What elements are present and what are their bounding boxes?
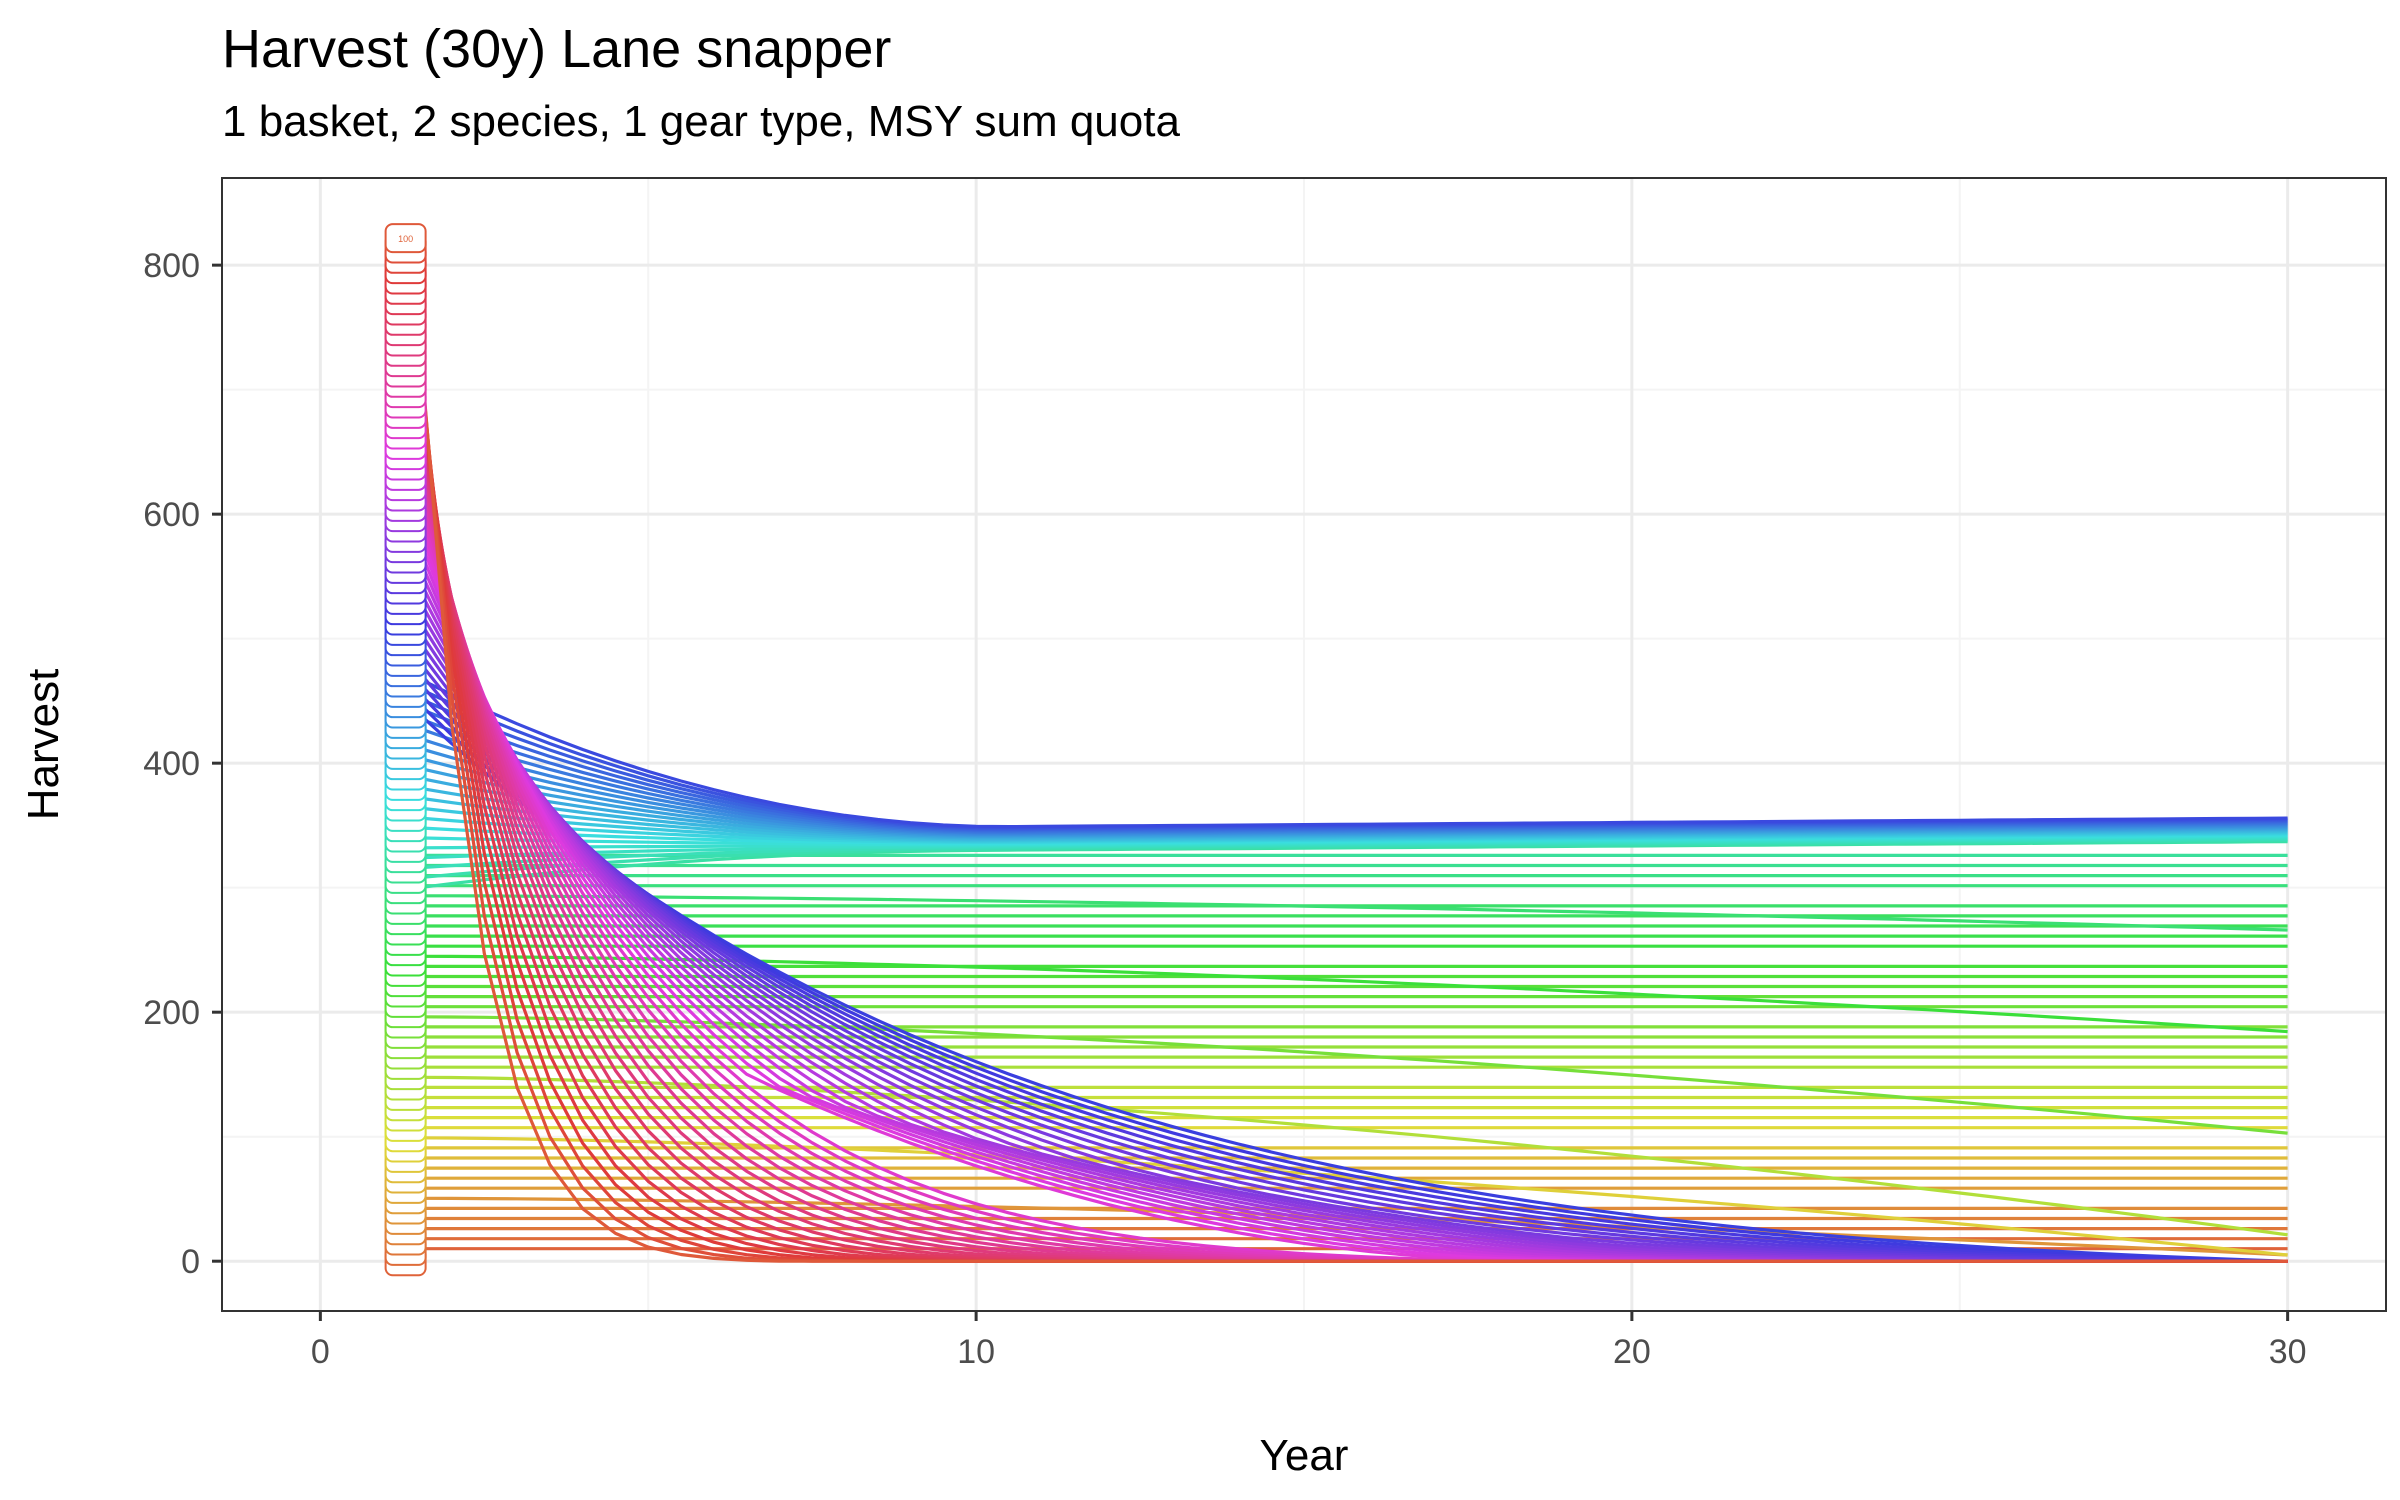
harvest-series-line — [417, 712, 2288, 1263]
harvest-series-line — [417, 327, 2288, 1263]
y-tick-label: 600 — [143, 496, 200, 534]
series-start-tag-label: 100 — [398, 234, 413, 244]
harvest-series-line — [417, 681, 2288, 1263]
chart-subtitle: 1 basket, 2 species, 1 gear type, MSY su… — [222, 97, 1180, 146]
y-tick-label: 0 — [181, 1243, 200, 1281]
panel-border — [221, 177, 2387, 1312]
harvest-series-line — [417, 677, 2288, 829]
axis-layer: 0 10 20 30 0 200 400 600 800 — [143, 247, 2306, 1371]
y-tick-label: 400 — [143, 745, 200, 783]
y-tick-label: 800 — [143, 247, 200, 285]
x-tick-label: 0 — [311, 1333, 330, 1371]
y-axis-title: Harvest — [19, 669, 68, 821]
chart-title: Harvest (30y) Lane snapper — [222, 19, 892, 79]
x-tick-label: 10 — [957, 1333, 995, 1371]
x-tick-label: 20 — [1613, 1333, 1651, 1371]
harvest-series-line — [418, 1075, 2288, 1237]
start-tag-layer: 100 — [384, 223, 427, 1277]
harvest-series-line — [417, 691, 2288, 1263]
grid-layer — [222, 178, 2386, 1311]
y-tick-label: 200 — [143, 994, 200, 1032]
harvest-series-line — [418, 894, 2288, 932]
x-tick-label: 30 — [2269, 1333, 2307, 1371]
harvest-series-line — [417, 670, 2288, 1263]
series-layer — [417, 327, 2288, 1263]
x-axis-title: Year — [1260, 1431, 1349, 1480]
harvest-series-line — [418, 1196, 2288, 1257]
harvest-series-line — [417, 701, 2288, 1263]
series-start-tag — [384, 223, 427, 254]
harvest-series-line — [418, 1015, 2288, 1135]
